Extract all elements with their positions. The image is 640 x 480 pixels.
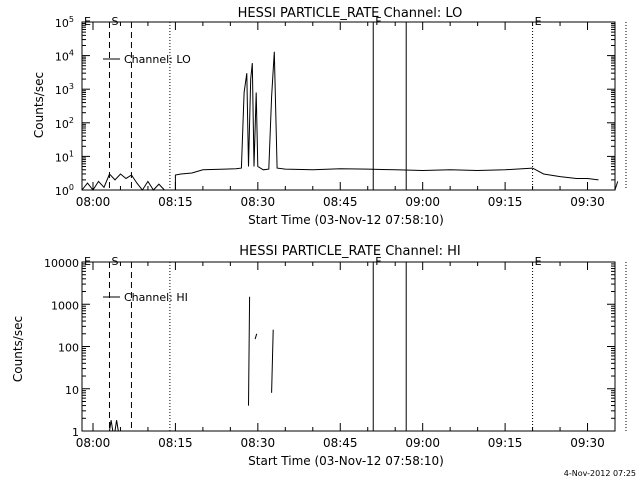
x-tick-label: 08:45 — [323, 195, 358, 209]
data-series-line — [271, 329, 274, 393]
y-tick-label: 105 — [55, 15, 74, 30]
x-tick-label: 09:30 — [570, 195, 605, 209]
data-series-line — [248, 296, 251, 406]
x-tick-label: 08:00 — [76, 195, 111, 209]
x-tick-label: 09:00 — [405, 195, 440, 209]
event-marker-label: E — [535, 15, 542, 28]
chart-title-hi: HESSI PARTICLE_RATE Channel: HI — [239, 244, 460, 259]
plot-panel-0: 100 101 102 103 104 105 08:00 08:15 08:30 08:45 09… — [55, 15, 627, 209]
event-marker-label: E — [84, 255, 91, 268]
data-series-line — [109, 420, 114, 432]
legend-label-hi: Channel: HI — [124, 291, 188, 304]
x-tick-label: 08:45 — [323, 436, 358, 450]
legend-label-lo: Channel: LO — [124, 53, 191, 66]
data-series-line — [174, 51, 599, 190]
y-tick-label: 1 — [72, 426, 79, 439]
y-axis-label-hi: Counts/sec — [11, 316, 25, 382]
event-marker-label: E — [535, 255, 542, 268]
x-tick-label: 08:30 — [241, 195, 276, 209]
y-tick-label: 100 — [55, 183, 74, 198]
plot-frame — [81, 21, 616, 191]
y-tick-label: 10000 — [44, 257, 79, 270]
data-series-line — [114, 420, 119, 432]
y-tick-label: 103 — [55, 82, 74, 97]
footer-timestamp: 4-Nov-2012 07:25 — [564, 469, 636, 478]
x-axis-label-lo: Start Time (03-Nov-12 07:58:10) — [248, 213, 444, 227]
event-marker-label: E — [84, 15, 91, 28]
event-marker-label: S — [111, 15, 118, 28]
event-marker-label: F — [375, 255, 381, 268]
y-tick-label: 101 — [55, 149, 74, 164]
x-tick-label: 08:15 — [158, 195, 193, 209]
x-axis-label-hi: Start Time (03-Nov-12 07:58:10) — [248, 454, 444, 468]
plot-panel-1: 1 10 100 1000 10000 08:00 08:15 08:30 08:45 09:00… — [44, 255, 627, 450]
data-series-line — [614, 181, 619, 191]
y-tick-label: 102 — [55, 116, 74, 131]
data-series-line — [81, 173, 165, 191]
y-tick-label: 104 — [55, 49, 74, 64]
plot-frame — [81, 261, 616, 432]
x-tick-label: 09:15 — [488, 195, 523, 209]
x-tick-label: 08:00 — [76, 436, 111, 450]
x-tick-label: 09:15 — [488, 436, 523, 450]
event-marker-label: S — [111, 255, 118, 268]
y-axis-label-lo: Counts/sec — [32, 72, 46, 138]
data-series-line — [254, 333, 258, 340]
y-tick-label: 100 — [58, 342, 79, 355]
event-marker-label: F — [375, 15, 381, 28]
y-tick-label: 10 — [65, 384, 79, 397]
chart-title-lo: HESSI PARTICLE_RATE Channel: LO — [238, 6, 463, 21]
x-tick-label: 08:30 — [241, 436, 276, 450]
x-tick-label: 09:00 — [405, 436, 440, 450]
x-tick-label: 09:30 — [570, 436, 605, 450]
x-tick-label: 08:15 — [158, 436, 193, 450]
y-tick-label: 1000 — [51, 299, 79, 312]
